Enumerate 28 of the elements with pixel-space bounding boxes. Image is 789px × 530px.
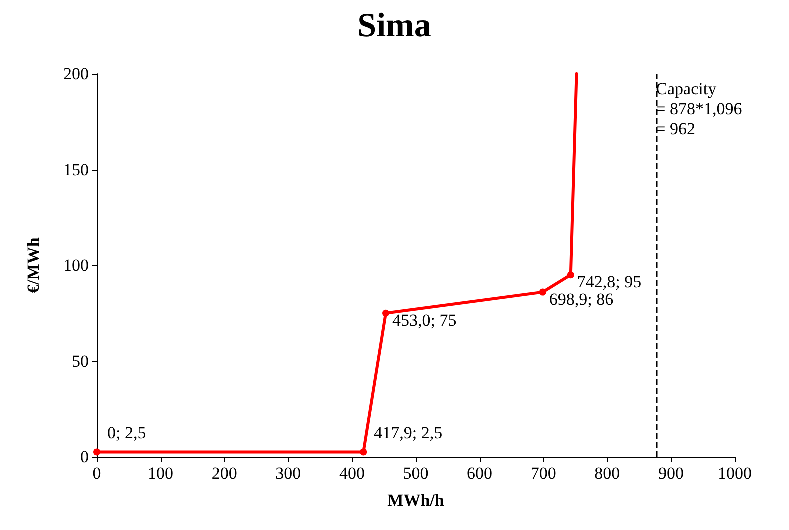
x-tick-label: 200 [212,464,238,483]
x-tick-label: 500 [403,464,429,483]
x-tick-label: 300 [276,464,302,483]
data-label: 453,0; 75 [392,310,457,330]
point [539,288,546,296]
x-tick-label: 100 [148,464,174,483]
y-tick-label: 200 [64,64,89,84]
x-tick-label: 0 [92,464,102,483]
point [567,272,574,279]
data-label: 417,9; 2,5 [374,424,443,443]
y-tick-label: 100 [64,256,89,275]
point [382,310,390,317]
x-tick-label: 400 [339,464,365,483]
data-label: 0; 2,5 [108,424,146,443]
x-axis-title: MWh/h [388,491,445,510]
x-tick-label: 900 [658,464,684,483]
y-tick-label: 50 [72,352,89,371]
x-tick-label: 800 [594,464,620,483]
data-label: 698,9; 86 [549,290,614,309]
y-tick-label: 0 [80,448,89,466]
data-label: 742,8; 95 [577,272,642,292]
y-tick-label: 150 [64,160,89,180]
x-tick-label: 600 [467,464,493,483]
chart-title: Sima [358,8,432,44]
x-tick-label: 700 [530,464,556,483]
point [360,448,368,456]
x-tick-label: 1000 [718,464,752,483]
y-axis-title: €/MWh [24,237,43,294]
